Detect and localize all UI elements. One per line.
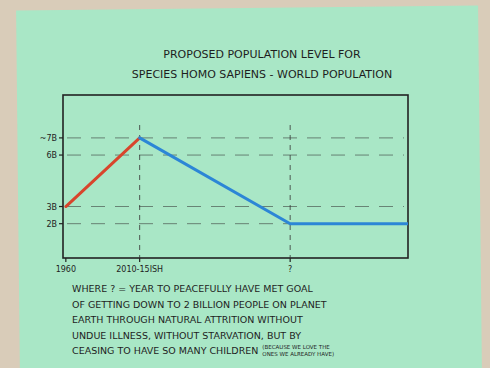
grid-line (67, 155, 404, 156)
y-tick-label: ~7B (40, 134, 57, 143)
note-line: EARTH THROUGH NATURAL ATTRITION WITHOUT (72, 314, 303, 325)
grid-line (67, 137, 404, 138)
note-line: OF GETTING DOWN TO 2 BILLION PEOPLE ON P… (72, 299, 327, 310)
y-tick (59, 223, 63, 224)
subtitle: SPECIES HOMO SAPIENS - WORLD POPULATION (132, 68, 392, 81)
note-line: UNDUE ILLNESS, WITHOUT STARVATION, BUT B… (72, 330, 301, 341)
x-tick (290, 258, 291, 262)
note-line: WHERE ? = YEAR TO PEACEFULLY HAVE MET GO… (72, 283, 313, 294)
series-group (66, 138, 408, 224)
grid-line (67, 206, 404, 207)
x-tick-label: ? (288, 265, 292, 274)
series-line (66, 138, 140, 207)
aside-line: (BECAUSE WE LOVE THE (262, 344, 330, 350)
y-tick-label: 2B (46, 220, 57, 229)
y-tick-label: 6B (46, 151, 57, 160)
chart-root: PROPOSED POPULATION LEVEL FOR SPECIES HOM… (0, 0, 490, 368)
y-tick-label: 3B (46, 203, 57, 212)
y-tick (59, 137, 63, 138)
x-tick (65, 258, 66, 262)
aside-line: ONES WE ALREADY HAVE) (262, 351, 334, 357)
x-tick-label: 1960 (56, 265, 76, 274)
title: PROPOSED POPULATION LEVEL FOR (163, 48, 361, 61)
drop-line (290, 125, 291, 258)
y-tick (59, 154, 63, 155)
x-tick (139, 258, 140, 262)
x-tick-label: 2010-15ISH (116, 265, 163, 274)
plot-frame (63, 95, 408, 258)
drop-line (139, 125, 140, 258)
y-tick (59, 206, 63, 207)
paper (16, 6, 482, 368)
series-line (140, 138, 408, 224)
note-line: CEASING TO HAVE SO MANY CHILDREN (72, 345, 258, 356)
